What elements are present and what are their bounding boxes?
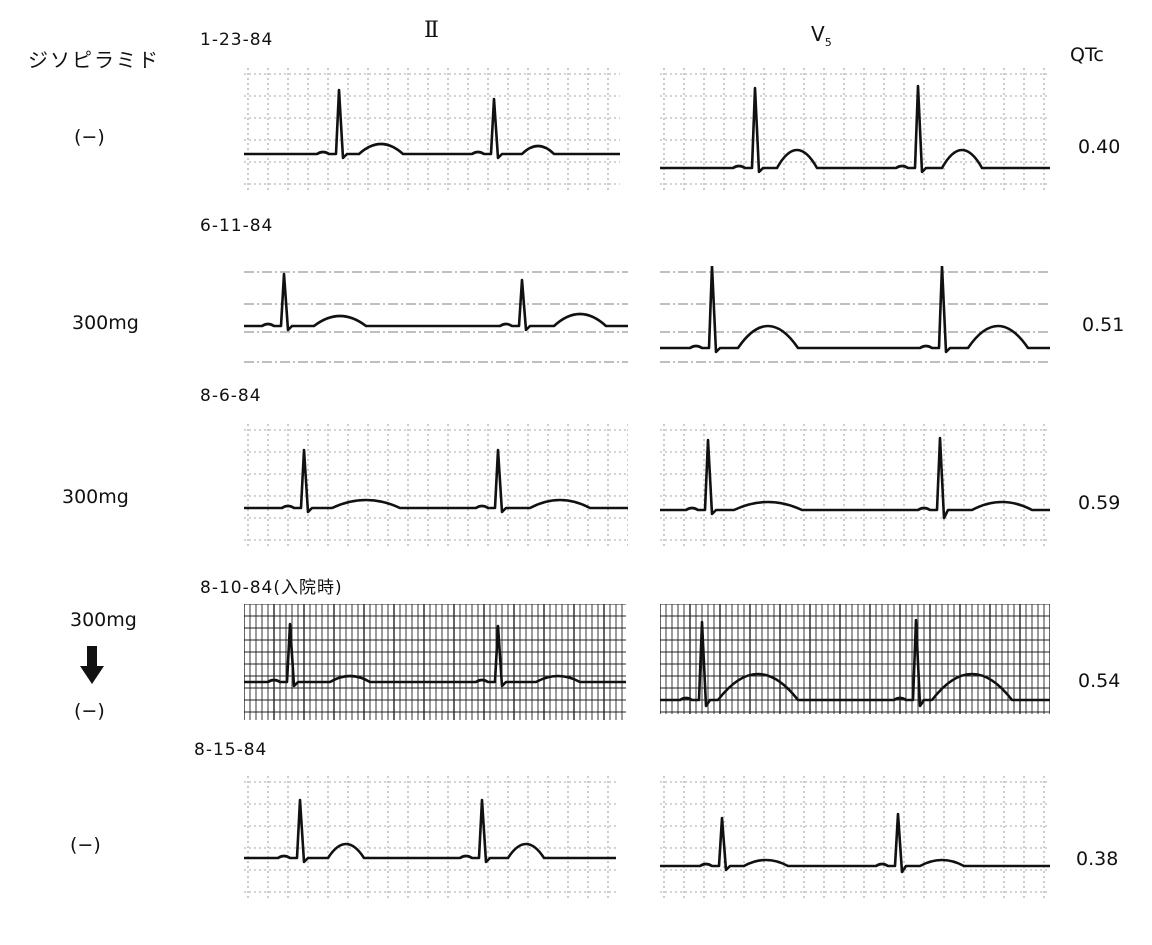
ecg-trace [244, 448, 628, 514]
lead-ii-header: Ⅱ [424, 18, 439, 43]
ecg-strip-r1-lead-ii [244, 68, 620, 192]
ecg-strip-r3-lead-ii [244, 424, 628, 548]
ecg-trace [244, 272, 628, 332]
date-label-1: 1-23-84 [200, 30, 274, 50]
ecg-grid [660, 271, 1050, 363]
date-label-5: 8-15-84 [194, 740, 268, 760]
ecg-trace [660, 84, 1050, 174]
ecg-grid [660, 776, 1050, 900]
date-label-4: 8-10-84(入院時) [200, 578, 343, 598]
ecg-trace [244, 622, 626, 688]
ecg-strip-r2-lead-v5 [660, 266, 1050, 363]
ecg-strip-r5-lead-v5 [660, 776, 1050, 900]
ecg-strip-r4-lead-ii [244, 604, 626, 720]
ecg-grid [244, 271, 628, 363]
ecg-trace [660, 812, 1050, 874]
ecg-grid [244, 776, 616, 900]
qtc-value-5: 0.38 [1076, 848, 1119, 870]
dose-label-5: (−) [70, 834, 101, 856]
ecg-trace [244, 88, 620, 160]
ecg-trace [660, 436, 1050, 520]
qtc-header: QTc [1070, 44, 1104, 66]
ecg-grid [660, 68, 1050, 192]
drug-label: ジソピラミド [28, 48, 160, 72]
dose-label-4: 300mg [70, 609, 137, 631]
ecg-grid [660, 604, 1050, 714]
qtc-value-3: 0.59 [1078, 492, 1121, 514]
dose-after-label-4: (−) [74, 700, 105, 722]
ecg-strip-r3-lead-v5 [660, 424, 1050, 548]
date-label-2: 6-11-84 [200, 216, 274, 236]
dose-label-3: 300mg [62, 486, 129, 508]
qtc-value-2: 0.51 [1082, 314, 1125, 336]
ecg-grid [244, 68, 620, 192]
ecg-trace [660, 618, 1050, 708]
ecg-trace [660, 266, 1050, 354]
ecg-trace [244, 798, 616, 864]
qtc-value-4: 0.54 [1078, 670, 1121, 692]
ecg-grid [244, 604, 626, 720]
ecg-grid [244, 424, 628, 548]
qtc-value-1: 0.40 [1078, 136, 1121, 158]
lead-v5-header: V5 [811, 22, 832, 49]
ecg-strip-r5-lead-ii [244, 776, 616, 900]
ecg-strip-r1-lead-v5 [660, 68, 1050, 192]
lead-v5-subscript: 5 [824, 36, 832, 49]
dose-label-2: 300mg [72, 312, 139, 334]
ecg-strip-r2-lead-ii [244, 271, 628, 363]
lead-v5-base: V [811, 22, 825, 46]
ecg-grid [660, 424, 1050, 548]
ecg-strip-r4-lead-v5 [660, 604, 1050, 714]
date-label-3: 8-6-84 [200, 386, 262, 406]
dose-label-1: (−) [74, 126, 105, 148]
